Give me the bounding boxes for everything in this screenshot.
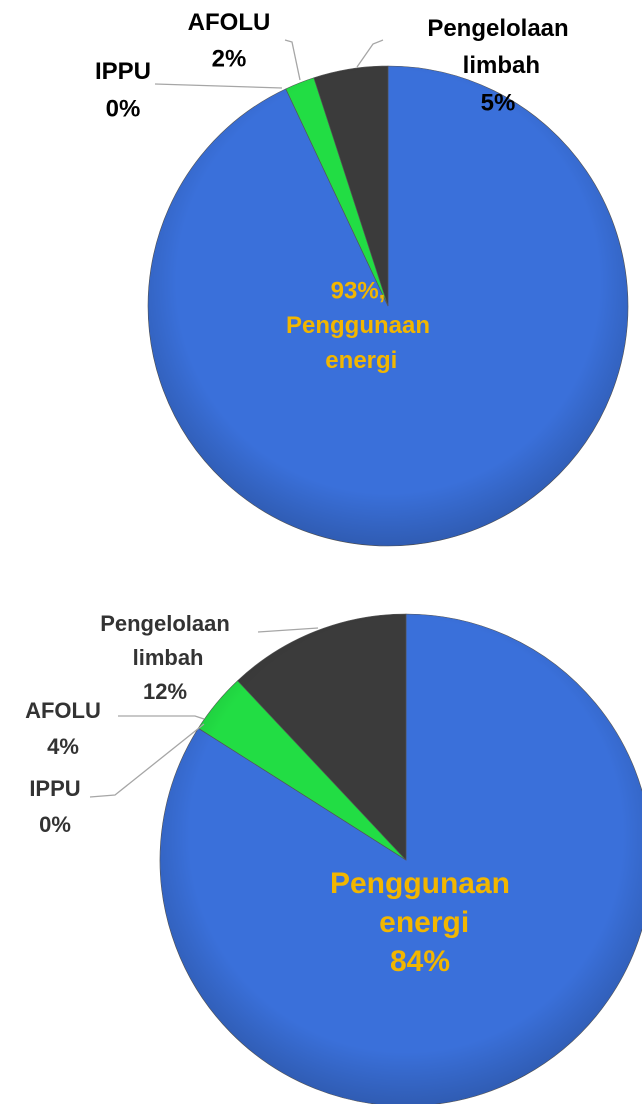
data-label-name: IPPU	[29, 776, 80, 801]
data-label-value: 0%	[39, 812, 71, 837]
leader-line	[89, 723, 205, 798]
leader-line	[257, 627, 319, 633]
data-label-name: AFOLU	[25, 698, 101, 723]
leader-line	[154, 83, 283, 89]
data-label-name: Penggunaan energi	[286, 312, 430, 374]
data-label-name: Pengelolaan limbah	[100, 611, 230, 670]
data-label-value: 4%	[47, 734, 79, 759]
data-label-name: Penggunaan energi	[330, 867, 510, 939]
data-label-value: 0%	[106, 95, 141, 122]
data-label-value: 5%	[481, 89, 516, 116]
data-label-name: IPPU	[95, 58, 151, 85]
data-label-value: 12%	[143, 679, 187, 704]
leader-line	[356, 39, 384, 68]
data-label-value: 93%,	[331, 277, 386, 304]
data-label-name: AFOLU	[188, 9, 271, 36]
leader-line	[284, 39, 301, 81]
data-label-value: 2%	[212, 45, 247, 72]
data-label-value: 84%	[390, 945, 450, 978]
data-label-name: Pengelolaan limbah	[427, 15, 568, 79]
leader-line	[118, 715, 205, 720]
